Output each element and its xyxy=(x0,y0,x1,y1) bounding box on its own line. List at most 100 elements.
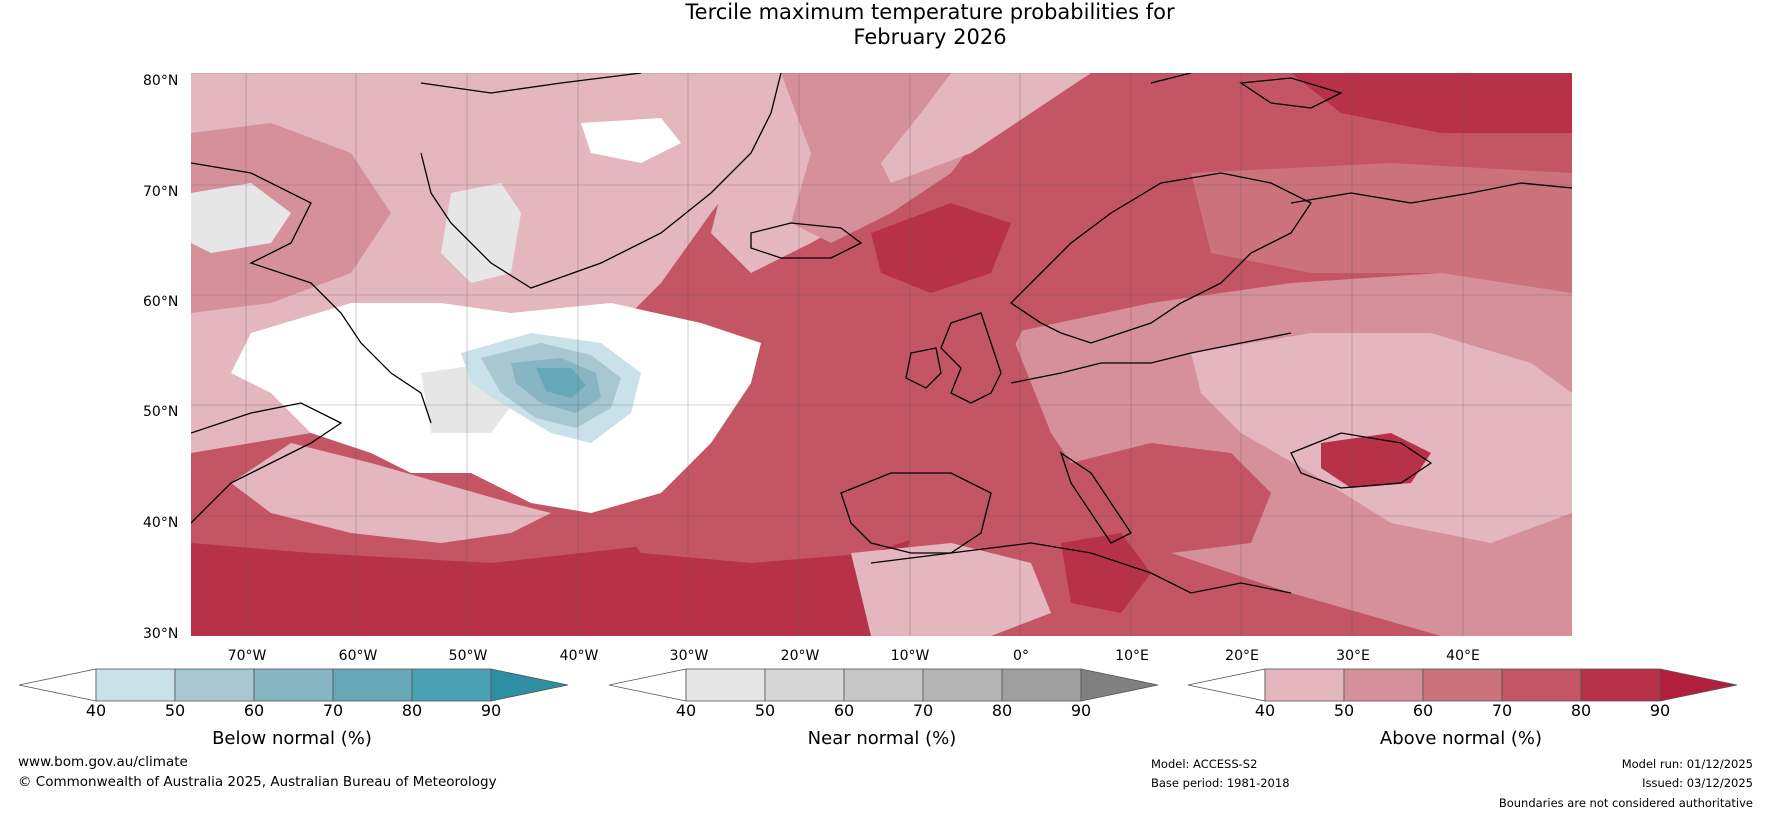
coast-iceland xyxy=(750,222,863,259)
footer-disclaimer: Boundaries are not considered authoritat… xyxy=(1498,796,1753,810)
footer-base-period: Base period: 1981-2018 xyxy=(1151,776,1290,790)
graticule xyxy=(191,73,1572,636)
region-above-80-black-sea xyxy=(1321,433,1431,488)
colorbar-segment-below-70 xyxy=(332,668,413,702)
map-svg xyxy=(191,73,1572,636)
lon-label-50w: 50°W xyxy=(448,648,488,664)
colorbar-segment-below-60 xyxy=(253,668,334,702)
region-above-60-russia xyxy=(1191,163,1572,293)
lon-label-70w: 70°W xyxy=(227,648,267,664)
colorbar-near-normal xyxy=(608,668,1159,702)
colorbar-tick-near-40: 40 xyxy=(675,701,697,720)
colorbar-segment-above-80 xyxy=(1580,668,1661,702)
lat-label-40n: 40°N xyxy=(143,515,179,531)
colorbar-tick-above-80: 80 xyxy=(1570,701,1592,720)
lon-label-20w: 20°W xyxy=(780,648,820,664)
lon-label-40e: 40°E xyxy=(1446,648,1480,664)
region-white-baffin xyxy=(191,183,291,253)
coast-ireland xyxy=(905,347,942,389)
colorbar-tick-near-70: 70 xyxy=(912,701,934,720)
footer-model-run: Model run: 01/12/2025 xyxy=(1621,757,1753,771)
footer-copyright: © Commonwealth of Australia 2025, Austra… xyxy=(18,774,497,790)
lat-label-60n: 60°N xyxy=(143,294,179,310)
region-above-80-scandinavia xyxy=(871,203,1011,293)
lon-label-60w: 60°W xyxy=(338,648,378,664)
colorbar-segment-below-80 xyxy=(411,668,492,702)
region-above-80-libya xyxy=(1061,533,1151,613)
colorbar-svg-above xyxy=(1187,668,1738,702)
region-above-40-south xyxy=(231,443,551,543)
coast-arctic-russia xyxy=(1290,182,1572,204)
footer-model: Model: ACCESS-S2 xyxy=(1151,757,1258,771)
colorbar-title-above: Above normal (%) xyxy=(1379,728,1543,749)
lon-label-30e: 30°E xyxy=(1336,648,1370,664)
colorbar-tick-above-60: 60 xyxy=(1412,701,1434,720)
colorbar-segment-above-40 xyxy=(1264,668,1345,702)
colorbar-tick-below-80: 80 xyxy=(401,701,423,720)
region-above-70-north-sea xyxy=(791,253,1041,373)
coast-svalbard xyxy=(1150,73,1343,109)
coast-north-america xyxy=(191,402,343,524)
region-white-greenland xyxy=(581,118,681,163)
colorbar-arrow-low-below xyxy=(18,668,97,702)
title-line-2: February 2026 xyxy=(853,25,1007,49)
colorbar-tick-near-60: 60 xyxy=(833,701,855,720)
colorbar-tick-below-90: 90 xyxy=(480,701,502,720)
colorbar-segment-near-40 xyxy=(685,668,766,702)
colorbar-segment-above-50 xyxy=(1343,668,1424,702)
lat-label-80n: 80°N xyxy=(143,73,179,89)
coast-labrador xyxy=(191,162,432,424)
probability-map[interactable] xyxy=(191,73,1572,636)
colorbar-segment-near-70 xyxy=(922,668,1003,702)
coast-iberia xyxy=(840,472,992,554)
colorbar-segment-near-60 xyxy=(843,668,924,702)
colorbar-segment-above-60 xyxy=(1422,668,1503,702)
lon-label-10e: 10°E xyxy=(1115,648,1149,664)
coast-italy xyxy=(1059,451,1132,544)
colorbar-tick-above-90: 90 xyxy=(1649,701,1671,720)
coast-greenland xyxy=(420,73,782,289)
colorbar-tick-above-70: 70 xyxy=(1491,701,1513,720)
colorbar-tick-near-50: 50 xyxy=(754,701,776,720)
colorbar-below-normal xyxy=(18,668,569,702)
region-above-80-svalbard xyxy=(1291,73,1572,133)
colorbar-svg-below xyxy=(18,668,569,702)
colorbar-arrow-high-above xyxy=(1659,668,1738,702)
footer-website[interactable]: www.bom.gov.au/climate xyxy=(18,754,188,770)
colorbar-tick-above-40: 40 xyxy=(1254,701,1276,720)
lat-label-70n: 70°N xyxy=(143,184,179,200)
region-above-40-north-africa xyxy=(851,543,1051,636)
region-near-normal-greenland xyxy=(441,183,521,283)
coast-black-sea xyxy=(1290,432,1433,489)
lat-label-50n: 50°N xyxy=(143,404,179,420)
colorbar-arrow-low-above xyxy=(1187,668,1266,702)
colorbar-tick-near-80: 80 xyxy=(991,701,1013,720)
footer-issued: Issued: 03/12/2025 xyxy=(1642,776,1753,790)
colorbar-tick-near-90: 90 xyxy=(1070,701,1092,720)
colorbar-segment-near-50 xyxy=(764,668,845,702)
region-above-70-mediterranean xyxy=(1071,443,1271,553)
coast-north-africa xyxy=(870,542,1292,594)
lat-label-30n: 30°N xyxy=(143,626,179,642)
chart-title: Tercile maximum temperature probabilitie… xyxy=(0,0,1770,50)
region-below-80 xyxy=(536,368,586,398)
coast-europe-north xyxy=(1010,332,1292,384)
colorbar-arrow-low-near xyxy=(608,668,687,702)
colorbar-tick-below-50: 50 xyxy=(164,701,186,720)
title-line-1: Tercile maximum temperature probabilitie… xyxy=(685,0,1175,24)
coast-great-britain xyxy=(940,312,1002,404)
colorbar-tick-above-50: 50 xyxy=(1333,701,1355,720)
region-above-70-central xyxy=(611,453,931,563)
lon-label-30w: 30°W xyxy=(669,648,709,664)
colorbar-arrow-high-below xyxy=(490,668,569,702)
coast-scandinavia xyxy=(1009,172,1312,344)
colorbar-segment-below-40 xyxy=(95,668,176,702)
colorbar-tick-below-60: 60 xyxy=(243,701,265,720)
colorbar-above-normal xyxy=(1187,668,1738,702)
colorbar-segment-below-50 xyxy=(174,668,255,702)
region-above-50-labrador xyxy=(191,123,391,313)
colorbar-segment-above-70 xyxy=(1501,668,1582,702)
colorbar-segment-near-80 xyxy=(1001,668,1082,702)
lon-label-20e: 20°E xyxy=(1225,648,1259,664)
colorbar-svg-near xyxy=(608,668,1159,702)
